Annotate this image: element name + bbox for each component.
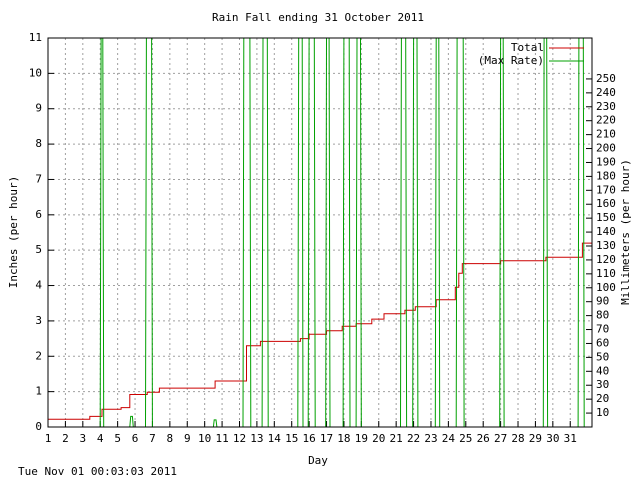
y-tick-label: 3: [35, 314, 42, 327]
x-tick-label: 10: [198, 432, 211, 445]
y-tick-label: 8: [35, 137, 42, 150]
x-tick-label: 20: [372, 432, 385, 445]
x-tick-label: 18: [337, 432, 350, 445]
y2-tick-label: 80: [596, 309, 609, 322]
x-tick-label: 9: [184, 432, 191, 445]
x-tick-label: 1: [45, 432, 52, 445]
x-tick-label: 2: [62, 432, 69, 445]
x-tick-label: 31: [564, 432, 577, 445]
y2-tick-label: 70: [596, 323, 609, 336]
x-axis-label: Day: [308, 454, 328, 467]
y2-tick-label: 230: [596, 100, 616, 113]
x-tick-label: 11: [215, 432, 228, 445]
x-tick-label: 30: [546, 432, 559, 445]
x-tick-label: 19: [355, 432, 368, 445]
y2-tick-label: 190: [596, 155, 616, 168]
x-tick-label: 22: [407, 432, 420, 445]
y2-tick-label: 100: [596, 281, 616, 294]
x-tick-label: 8: [167, 432, 174, 445]
x-tick-label: 12: [233, 432, 246, 445]
x-tick-label: 21: [390, 432, 403, 445]
y2-tick-label: 180: [596, 169, 616, 182]
y2-tick-label: 140: [596, 225, 616, 238]
x-tick-label: 26: [477, 432, 490, 445]
y-tick-label: 0: [35, 420, 42, 433]
y2-tick-label: 250: [596, 72, 616, 85]
y-tick-label: 11: [29, 31, 42, 44]
y2-tick-label: 160: [596, 197, 616, 210]
y2-tick-label: 20: [596, 392, 609, 405]
y2-axis-label: Millimeters (per hour): [619, 159, 632, 305]
y2-tick-label: 240: [596, 86, 616, 99]
y2-tick-label: 170: [596, 183, 616, 196]
y-tick-label: 9: [35, 102, 42, 115]
x-tick-label: 28: [511, 432, 524, 445]
y2-tick-label: 150: [596, 211, 616, 224]
y-tick-label: 1: [35, 385, 42, 398]
y2-tick-label: 110: [596, 267, 616, 280]
y2-tick-label: 50: [596, 350, 609, 363]
y-tick-label: 10: [29, 66, 42, 79]
y-tick-label: 6: [35, 208, 42, 221]
y2-tick-label: 40: [596, 364, 609, 377]
chart-title: Rain Fall ending 31 October 2011: [212, 11, 424, 24]
y-tick-label: 2: [35, 349, 42, 362]
x-tick-label: 6: [132, 432, 139, 445]
y2-tick-label: 10: [596, 406, 609, 419]
timestamp: Tue Nov 01 00:03:03 2011: [18, 465, 177, 478]
series-line: [48, 242, 592, 420]
legend-label: Total: [511, 41, 544, 54]
x-tick-label: 4: [97, 432, 104, 445]
x-tick-label: 16: [302, 432, 315, 445]
y2-tick-label: 120: [596, 253, 616, 266]
x-tick-label: 5: [114, 432, 121, 445]
plot-area: [48, 38, 592, 427]
x-tick-label: 25: [459, 432, 472, 445]
y-tick-label: 7: [35, 172, 42, 185]
x-tick-label: 27: [494, 432, 507, 445]
y-tick-label: 4: [35, 279, 42, 292]
y-tick-label: 5: [35, 243, 42, 256]
x-tick-label: 14: [268, 432, 282, 445]
y2-tick-label: 60: [596, 336, 609, 349]
legend-label: (Max Rate): [478, 54, 544, 67]
x-tick-label: 23: [424, 432, 437, 445]
x-tick-label: 24: [442, 432, 456, 445]
y-axis-label: Inches (per hour): [7, 176, 20, 289]
x-tick-label: 17: [320, 432, 333, 445]
y2-tick-label: 220: [596, 114, 616, 127]
x-tick-label: 15: [285, 432, 298, 445]
y2-tick-label: 90: [596, 295, 609, 308]
y2-tick-label: 30: [596, 378, 609, 391]
x-tick-label: 13: [250, 432, 263, 445]
y2-tick-label: 130: [596, 239, 616, 252]
series-line: [48, 38, 585, 427]
x-tick-label: 29: [529, 432, 542, 445]
y2-tick-label: 210: [596, 128, 616, 141]
plot-border: [47, 37, 593, 428]
x-tick-label: 3: [80, 432, 87, 445]
x-tick-label: 7: [149, 432, 156, 445]
y2-tick-label: 200: [596, 142, 616, 155]
